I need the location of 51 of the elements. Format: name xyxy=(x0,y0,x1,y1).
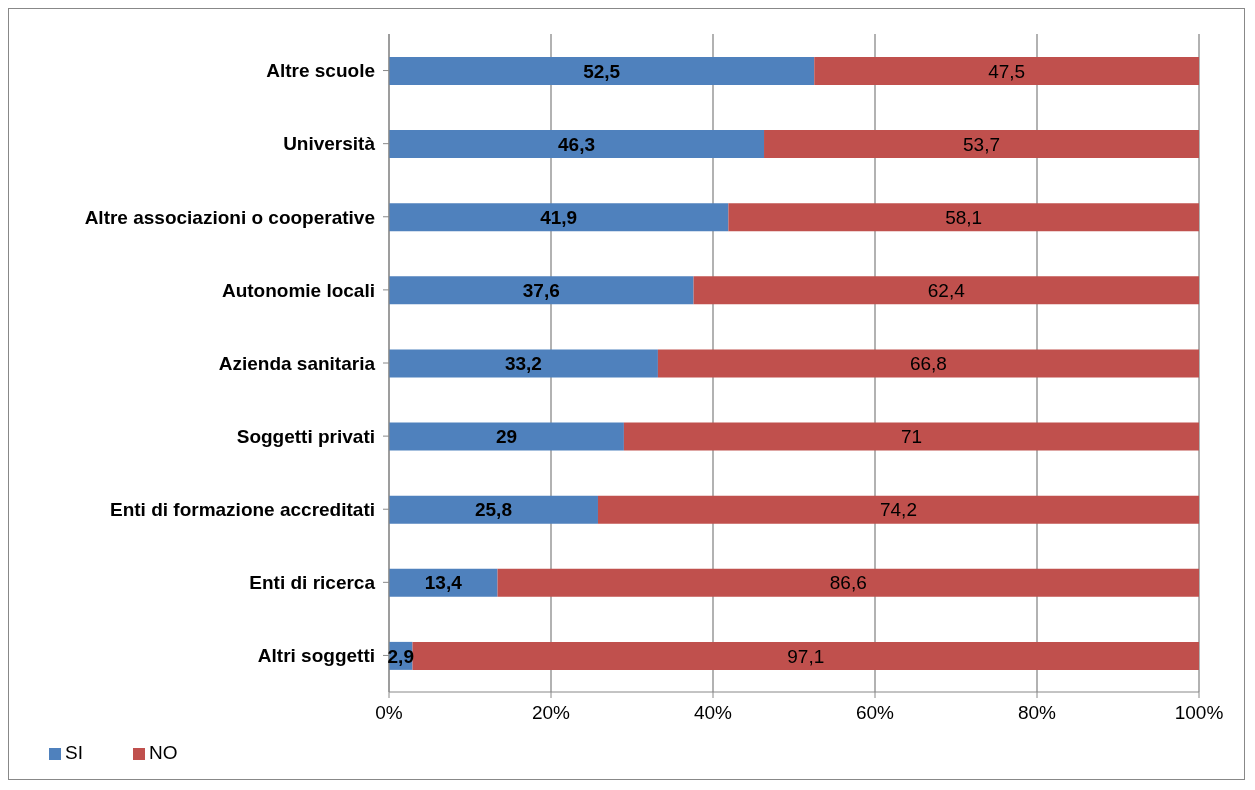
y-tick-label: Enti di formazione accreditati xyxy=(110,498,375,520)
y-tick-label: Altre associazioni o cooperative xyxy=(84,206,375,228)
data-label: 46,3 xyxy=(558,133,596,155)
data-label: 66,8 xyxy=(909,353,947,375)
x-tick-label: 20% xyxy=(531,702,571,724)
data-label: 86,6 xyxy=(829,572,867,594)
x-tick-label: 100% xyxy=(1174,702,1224,724)
bar xyxy=(412,641,1199,670)
data-label: 29 xyxy=(495,426,518,448)
data-label: 97,1 xyxy=(787,645,825,667)
bar xyxy=(389,349,658,378)
bar xyxy=(693,276,1199,305)
y-tick-label: Altre scuole xyxy=(266,60,375,82)
bar xyxy=(389,422,624,451)
y-tick-label: Altri soggetti xyxy=(257,645,375,667)
x-tick-label: 80% xyxy=(1017,702,1057,724)
data-label: 25,8 xyxy=(475,499,512,521)
data-label: 62,4 xyxy=(927,279,966,301)
data-label: 74,2 xyxy=(880,499,917,521)
bar xyxy=(814,57,1199,85)
data-label: 33,2 xyxy=(504,353,542,375)
x-tick-label: 40% xyxy=(693,702,733,724)
y-tick-label: Enti di ricerca xyxy=(249,572,376,594)
legend-label: SI xyxy=(65,742,83,763)
data-label: 52,5 xyxy=(583,60,621,82)
y-tick-label: Università xyxy=(283,133,376,155)
data-label: 71 xyxy=(900,426,923,448)
bar xyxy=(497,568,1199,597)
bar xyxy=(389,130,765,159)
data-label: 47,5 xyxy=(988,60,1026,82)
data-label: 58,1 xyxy=(945,206,983,228)
bar xyxy=(657,349,1199,378)
y-tick-label: Autonomie locali xyxy=(221,279,375,301)
bar xyxy=(764,130,1199,159)
data-label: 53,7 xyxy=(963,133,1001,155)
y-tick-label: Soggetti privati xyxy=(236,425,375,447)
x-tick-label: 60% xyxy=(855,702,895,724)
bar xyxy=(389,568,498,597)
bar xyxy=(728,203,1199,232)
data-label: 13,4 xyxy=(424,572,463,594)
y-tick-label: Azienda sanitaria xyxy=(218,352,376,374)
data-label: 37,6 xyxy=(522,279,560,301)
data-label: 41,9 xyxy=(540,206,578,228)
bar xyxy=(389,495,598,524)
bar xyxy=(389,276,694,305)
bar xyxy=(389,203,729,232)
bar xyxy=(623,422,1199,451)
bar xyxy=(389,57,815,85)
x-tick-label: 0% xyxy=(375,702,403,724)
bar xyxy=(597,495,1199,524)
legend-label: NO xyxy=(148,742,178,763)
